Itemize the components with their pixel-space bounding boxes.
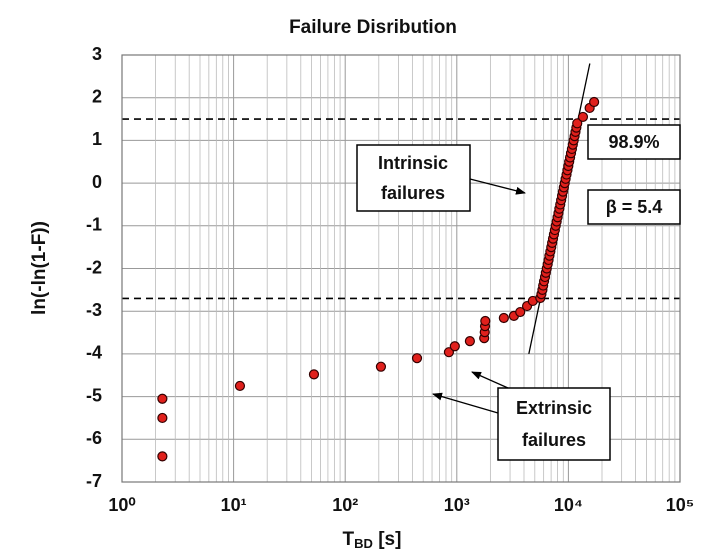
data-point xyxy=(572,118,583,129)
chart-title: Failure Disribution xyxy=(289,17,457,38)
data-point xyxy=(577,111,589,123)
y-tick-label: -4 xyxy=(86,343,102,363)
data-point xyxy=(157,393,168,404)
annotation-box xyxy=(587,124,681,160)
data-point xyxy=(157,412,168,424)
arrow xyxy=(469,178,526,195)
y-tick-label: 2 xyxy=(92,86,102,106)
y-tick-label: 0 xyxy=(92,172,102,192)
x-tick-label: 10⁴ xyxy=(554,495,583,515)
plot-frame xyxy=(121,54,681,483)
data-point xyxy=(157,451,168,462)
data-point xyxy=(234,380,246,392)
y-tick-label: -2 xyxy=(86,257,102,277)
y-tick-label: 3 xyxy=(92,44,102,64)
data-point xyxy=(589,96,600,108)
x-tick-label: 10¹ xyxy=(221,495,247,515)
data-point xyxy=(308,369,320,380)
annotation: 98.9% xyxy=(608,132,659,152)
y-tick-label: -3 xyxy=(86,300,102,320)
annotation: failures xyxy=(381,183,445,203)
data-point xyxy=(449,341,460,352)
x-axis-label: TBD [s] xyxy=(343,529,402,551)
data-point xyxy=(480,315,491,327)
data-point xyxy=(515,306,526,318)
y-tick-label: -1 xyxy=(86,215,102,235)
annotation: β = 5.4 xyxy=(606,197,663,217)
y-tick-label: 1 xyxy=(92,129,102,149)
annotation-box xyxy=(356,144,471,212)
x-label-unit: [s] xyxy=(373,529,402,550)
data-point xyxy=(464,335,475,347)
x-tick-label: 10³ xyxy=(444,495,470,515)
arrow xyxy=(471,371,509,389)
data-point xyxy=(498,312,509,324)
data-point xyxy=(375,361,387,372)
x-tick-label: 10⁰ xyxy=(108,495,135,515)
annotation-box xyxy=(497,387,611,461)
x-label-subscript: BD xyxy=(354,536,373,551)
x-tick-label: 10² xyxy=(332,495,358,515)
arrow xyxy=(432,392,499,414)
annotation-box xyxy=(587,189,681,225)
x-label-symbol: T xyxy=(343,529,355,550)
annotation: failures xyxy=(522,430,586,450)
data-point xyxy=(443,347,455,358)
plot xyxy=(122,63,680,462)
annotation: Intrinsic xyxy=(378,153,448,173)
y-tick-label: -6 xyxy=(86,428,102,448)
y-axis-label: ln(-ln(1-F)) xyxy=(29,221,50,315)
annotation: Extrinsic xyxy=(516,398,592,418)
y-tick-label: -5 xyxy=(86,385,102,405)
data-point xyxy=(411,353,423,364)
x-tick-label: 10⁵ xyxy=(666,495,694,515)
y-tick-label: -7 xyxy=(86,471,102,491)
